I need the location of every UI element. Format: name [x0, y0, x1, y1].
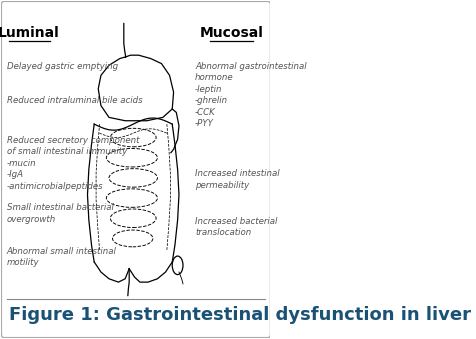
Text: Reduced secretory component
of small intestinal immunity
-mucin
-IgA
-antimicrob: Reduced secretory component of small int…	[7, 136, 139, 191]
Text: Abnormal gastrointestinal
hormone
-leptin
-ghrelin
-CCK
-PYY: Abnormal gastrointestinal hormone -lepti…	[195, 62, 307, 128]
Text: Abnormal small intestinal
motility: Abnormal small intestinal motility	[7, 247, 117, 267]
Text: Increased bacterial
translocation: Increased bacterial translocation	[195, 217, 278, 237]
Text: Delayed gastric emptying: Delayed gastric emptying	[7, 62, 118, 71]
Text: Figure 1: Gastrointestinal dysfunction in liver cirrhosis.: Figure 1: Gastrointestinal dysfunction i…	[10, 306, 476, 324]
FancyBboxPatch shape	[1, 1, 270, 338]
Text: Reduced intraluminal bile acids: Reduced intraluminal bile acids	[7, 96, 142, 104]
Text: Mucosal: Mucosal	[199, 26, 263, 40]
Text: Small intestinal bacterial
overgrowth: Small intestinal bacterial overgrowth	[7, 203, 114, 224]
Text: Increased intestinal
permeability: Increased intestinal permeability	[195, 170, 280, 190]
Text: Luminal: Luminal	[0, 26, 59, 40]
